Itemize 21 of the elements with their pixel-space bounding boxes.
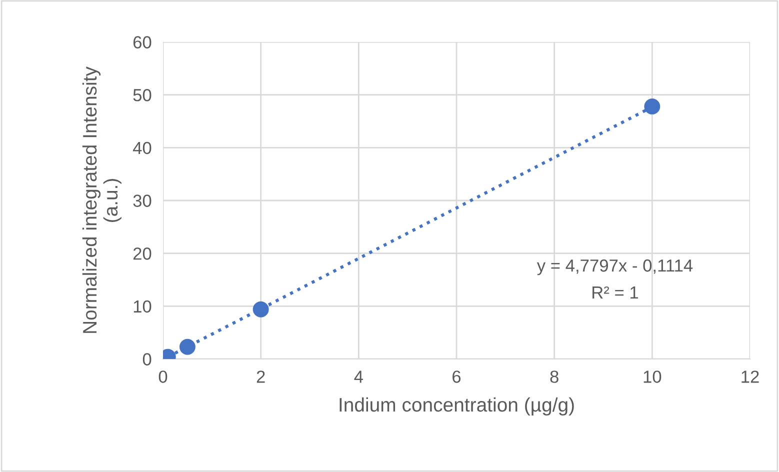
y-tick-label: 20 — [133, 248, 152, 260]
y-tick-label: 40 — [132, 142, 152, 154]
annotation: R² = 1 — [592, 286, 638, 299]
y-tick-label: 0 — [142, 353, 152, 366]
x-tick-label: 10 — [644, 370, 662, 383]
y-tick-label: 50 — [133, 89, 152, 102]
point — [252, 301, 269, 318]
x-tick-label: 2 — [256, 370, 265, 383]
y-tick-label: 30 — [133, 194, 152, 207]
x-axis-title: Indium concentration (µg/g) — [340, 397, 574, 416]
x-tick-label: 12 — [742, 370, 759, 383]
x-tick-label: 4 — [354, 370, 363, 383]
y-tick-label: 60 — [133, 36, 152, 48]
x-tick-label: 6 — [452, 370, 461, 383]
y-tick-label: 10 — [134, 300, 152, 313]
x-tick-label: 8 — [550, 370, 558, 383]
x-tick-label: 0 — [158, 370, 168, 383]
point — [644, 98, 660, 114]
point — [179, 338, 196, 355]
annotation: y = 4,7797x - 0,1114 — [536, 259, 693, 276]
y-axis-title: Normalized integrated Intensity (a.u.) — [82, 66, 122, 333]
